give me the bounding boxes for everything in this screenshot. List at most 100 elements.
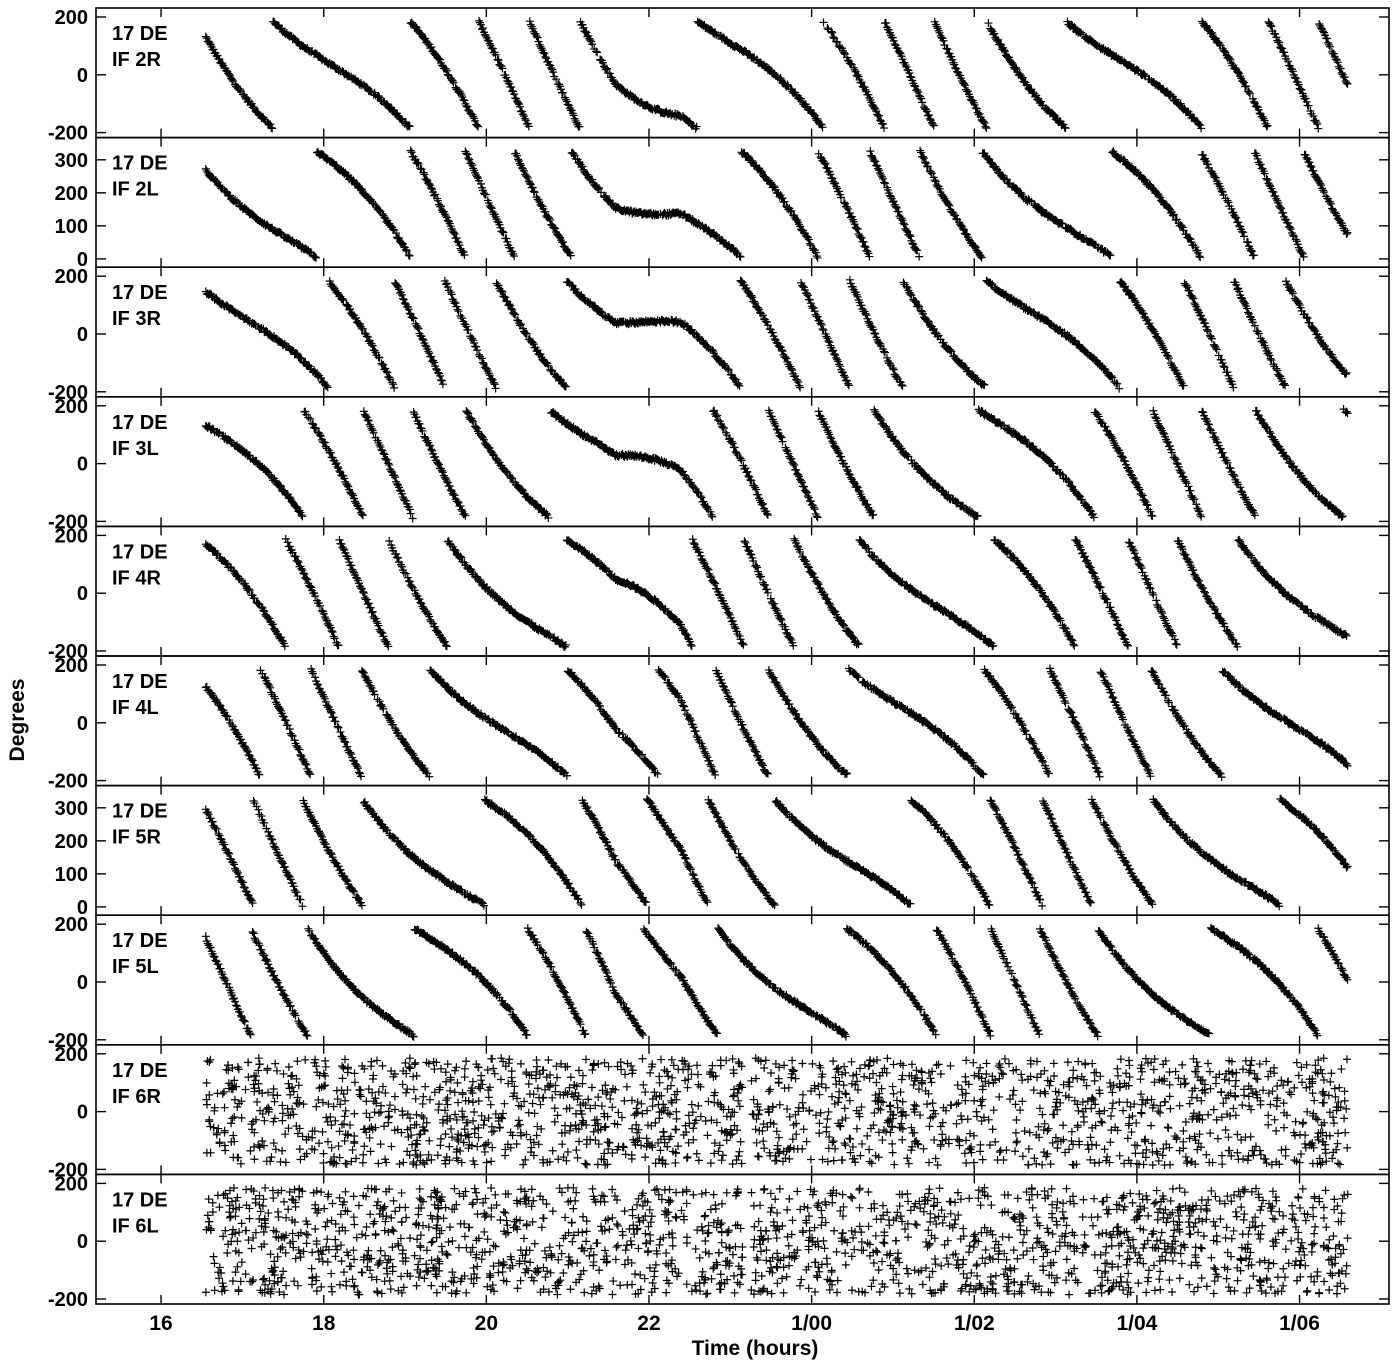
data-point [880, 348, 889, 357]
data-point [405, 122, 414, 131]
panel-points [201, 534, 1351, 651]
data-point [828, 28, 837, 37]
data-point [438, 380, 447, 389]
data-point [741, 538, 750, 547]
data-point [281, 534, 290, 543]
data-point [228, 75, 237, 84]
data-point [688, 535, 697, 544]
data-point [1243, 238, 1252, 247]
data-point [525, 17, 534, 26]
data-point [399, 295, 408, 304]
data-point [1171, 455, 1180, 464]
data-point [266, 120, 275, 129]
data-point [311, 252, 320, 261]
panel-points [201, 16, 1352, 133]
data-point [790, 534, 799, 543]
data-point [819, 18, 828, 27]
data-point [1186, 486, 1195, 495]
data-point [1096, 417, 1105, 426]
data-point [421, 34, 430, 43]
data-point [491, 384, 500, 393]
data-point [201, 32, 210, 41]
data-point [286, 546, 295, 555]
panel-points [201, 405, 1352, 523]
data-point [202, 34, 211, 43]
data-point [845, 275, 854, 284]
data-point [437, 376, 446, 385]
data-point [1324, 38, 1333, 47]
panel-frame [95, 1173, 1390, 1305]
data-point [249, 103, 258, 112]
data-point [435, 54, 444, 63]
data-point [367, 424, 376, 433]
data-point [374, 91, 383, 100]
data-point [214, 429, 223, 438]
data-point [754, 490, 763, 499]
data-point [225, 70, 234, 79]
data-point [235, 85, 244, 94]
data-point [247, 99, 256, 108]
data-point [442, 66, 451, 75]
data-point [407, 148, 416, 157]
data-point [1251, 149, 1260, 158]
data-point [1343, 409, 1352, 418]
data-point [283, 538, 292, 547]
data-point [1311, 116, 1320, 125]
data-point [277, 24, 286, 33]
data-point [526, 20, 535, 29]
data-point [385, 537, 394, 546]
data-point [866, 147, 875, 156]
data-point [434, 54, 443, 63]
data-point [984, 19, 993, 28]
data-point [473, 121, 482, 130]
data-point [527, 22, 536, 31]
data-point [1252, 151, 1261, 160]
data-point [569, 150, 578, 159]
data-point [441, 475, 450, 484]
data-point [813, 253, 822, 262]
data-point [209, 45, 218, 54]
data-point [1149, 406, 1158, 415]
data-point [435, 55, 444, 64]
panel-frame [95, 395, 1390, 528]
data-point [321, 614, 330, 623]
data-point [463, 408, 472, 417]
panel-points [201, 146, 1352, 262]
data-point [738, 639, 747, 648]
data-point [419, 33, 428, 42]
data-point [259, 113, 268, 122]
data-point [1325, 42, 1334, 51]
data-point [1314, 124, 1323, 133]
data-point [1198, 407, 1207, 416]
panel-frames [95, 7, 1390, 1305]
data-point [1252, 406, 1261, 415]
data-point [823, 24, 832, 33]
data-point [796, 383, 805, 392]
data-point [264, 119, 273, 128]
data-point [1296, 85, 1305, 94]
panel-points [201, 275, 1351, 393]
data-point [520, 328, 529, 337]
data-point [441, 65, 450, 74]
data-point [1279, 380, 1288, 389]
data-point [229, 77, 238, 86]
data-point [813, 513, 822, 522]
data-point [881, 18, 890, 27]
data-point [267, 123, 276, 132]
data-points [201, 16, 1352, 1299]
data-point [1148, 512, 1157, 521]
data-point [753, 563, 762, 572]
data-point [411, 22, 420, 31]
data-point [215, 55, 224, 64]
data-point [335, 535, 344, 544]
data-point [326, 448, 335, 457]
data-point [486, 203, 495, 212]
data-point [268, 124, 277, 133]
data-point [454, 307, 463, 316]
data-point [879, 124, 888, 133]
data-point [708, 512, 717, 521]
data-point [427, 43, 436, 52]
data-point [390, 383, 399, 392]
panel-frame [95, 266, 1390, 398]
